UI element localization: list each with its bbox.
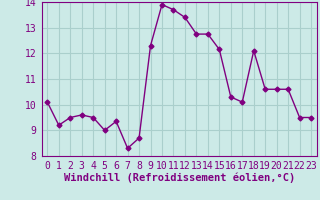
X-axis label: Windchill (Refroidissement éolien,°C): Windchill (Refroidissement éolien,°C) (64, 172, 295, 183)
